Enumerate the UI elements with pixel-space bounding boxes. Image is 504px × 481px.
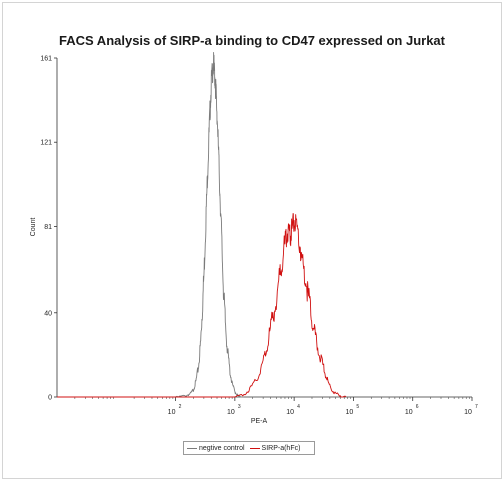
x-tick-label: 10 [168,409,176,416]
chart-title: FACS Analysis of SIRP-a binding to CD47 … [59,33,445,48]
x-tick-exponent: 5 [356,404,359,410]
x-tick-label: 10 [227,409,235,416]
series-line-negative-control [57,52,244,398]
legend-swatch-negative-control [187,447,197,449]
legend-entry-sirp-a: SIRP-a(hFc) [249,444,301,452]
x-tick-label: 10 [286,409,294,416]
y-tick-label: 40 [44,310,52,317]
y-axis-label: Count [30,218,37,237]
y-tick-label: 121 [40,140,52,147]
y-tick-label: 81 [44,224,52,231]
legend-label-sirp-a: SIRP-a(hFc) [261,444,301,452]
legend-swatch-sirp-a [249,447,260,449]
x-tick-exponent: 4 [297,404,300,410]
x-tick-label: 10 [346,409,354,416]
x-tick-exponent: 6 [416,404,419,410]
x-axis-label: PE-A [251,418,268,425]
chart-legend: negtive control SIRP-a(hFc) [183,441,315,455]
y-tick-label: 161 [40,56,52,63]
y-tick-label: 0 [48,395,52,402]
legend-entry-negative-control: negtive control [187,445,245,452]
legend-label-negative-control: negtive control [199,444,245,452]
x-tick-exponent: 7 [475,404,478,410]
x-tick-exponent: 3 [238,404,241,410]
x-tick-label: 10 [405,409,413,416]
x-tick-exponent: 2 [179,404,182,410]
series-line-sirp-a [57,212,347,398]
x-tick-label: 10 [464,409,472,416]
